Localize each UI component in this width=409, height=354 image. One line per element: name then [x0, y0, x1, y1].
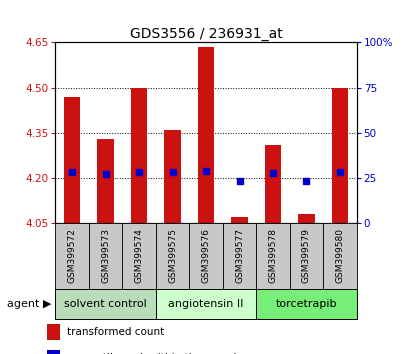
Text: GSM399573: GSM399573: [101, 228, 110, 283]
Text: GSM399576: GSM399576: [201, 228, 210, 283]
Text: torcetrapib: torcetrapib: [275, 298, 336, 309]
Bar: [155, 223, 189, 289]
Bar: [89, 223, 122, 289]
Text: solvent control: solvent control: [64, 298, 146, 309]
Bar: [122, 223, 155, 289]
Bar: [264, 145, 281, 223]
Bar: [256, 289, 356, 319]
Text: GSM399575: GSM399575: [168, 228, 177, 283]
Text: percentile rank within the sample: percentile rank within the sample: [67, 353, 243, 354]
Bar: [47, 324, 60, 340]
Bar: [297, 214, 314, 223]
Bar: [331, 88, 348, 223]
Bar: [231, 217, 247, 223]
Bar: [164, 130, 180, 223]
Text: angiotensin II: angiotensin II: [168, 298, 243, 309]
Text: GSM399574: GSM399574: [134, 228, 143, 283]
Bar: [97, 139, 114, 223]
Title: GDS3556 / 236931_at: GDS3556 / 236931_at: [129, 28, 282, 41]
Text: GSM399572: GSM399572: [67, 228, 76, 283]
Bar: [189, 223, 222, 289]
Bar: [222, 223, 256, 289]
Text: GSM399579: GSM399579: [301, 228, 310, 283]
Bar: [55, 289, 155, 319]
Text: transformed count: transformed count: [67, 327, 164, 337]
Text: GSM399580: GSM399580: [335, 228, 344, 283]
Bar: [197, 47, 214, 223]
Text: GSM399578: GSM399578: [268, 228, 277, 283]
Bar: [47, 350, 60, 354]
Bar: [55, 223, 89, 289]
Bar: [63, 97, 80, 223]
Bar: [256, 223, 289, 289]
Bar: [289, 223, 322, 289]
Bar: [322, 223, 356, 289]
Bar: [155, 289, 256, 319]
Text: GSM399577: GSM399577: [234, 228, 243, 283]
Text: agent ▶: agent ▶: [7, 298, 51, 309]
Bar: [130, 88, 147, 223]
